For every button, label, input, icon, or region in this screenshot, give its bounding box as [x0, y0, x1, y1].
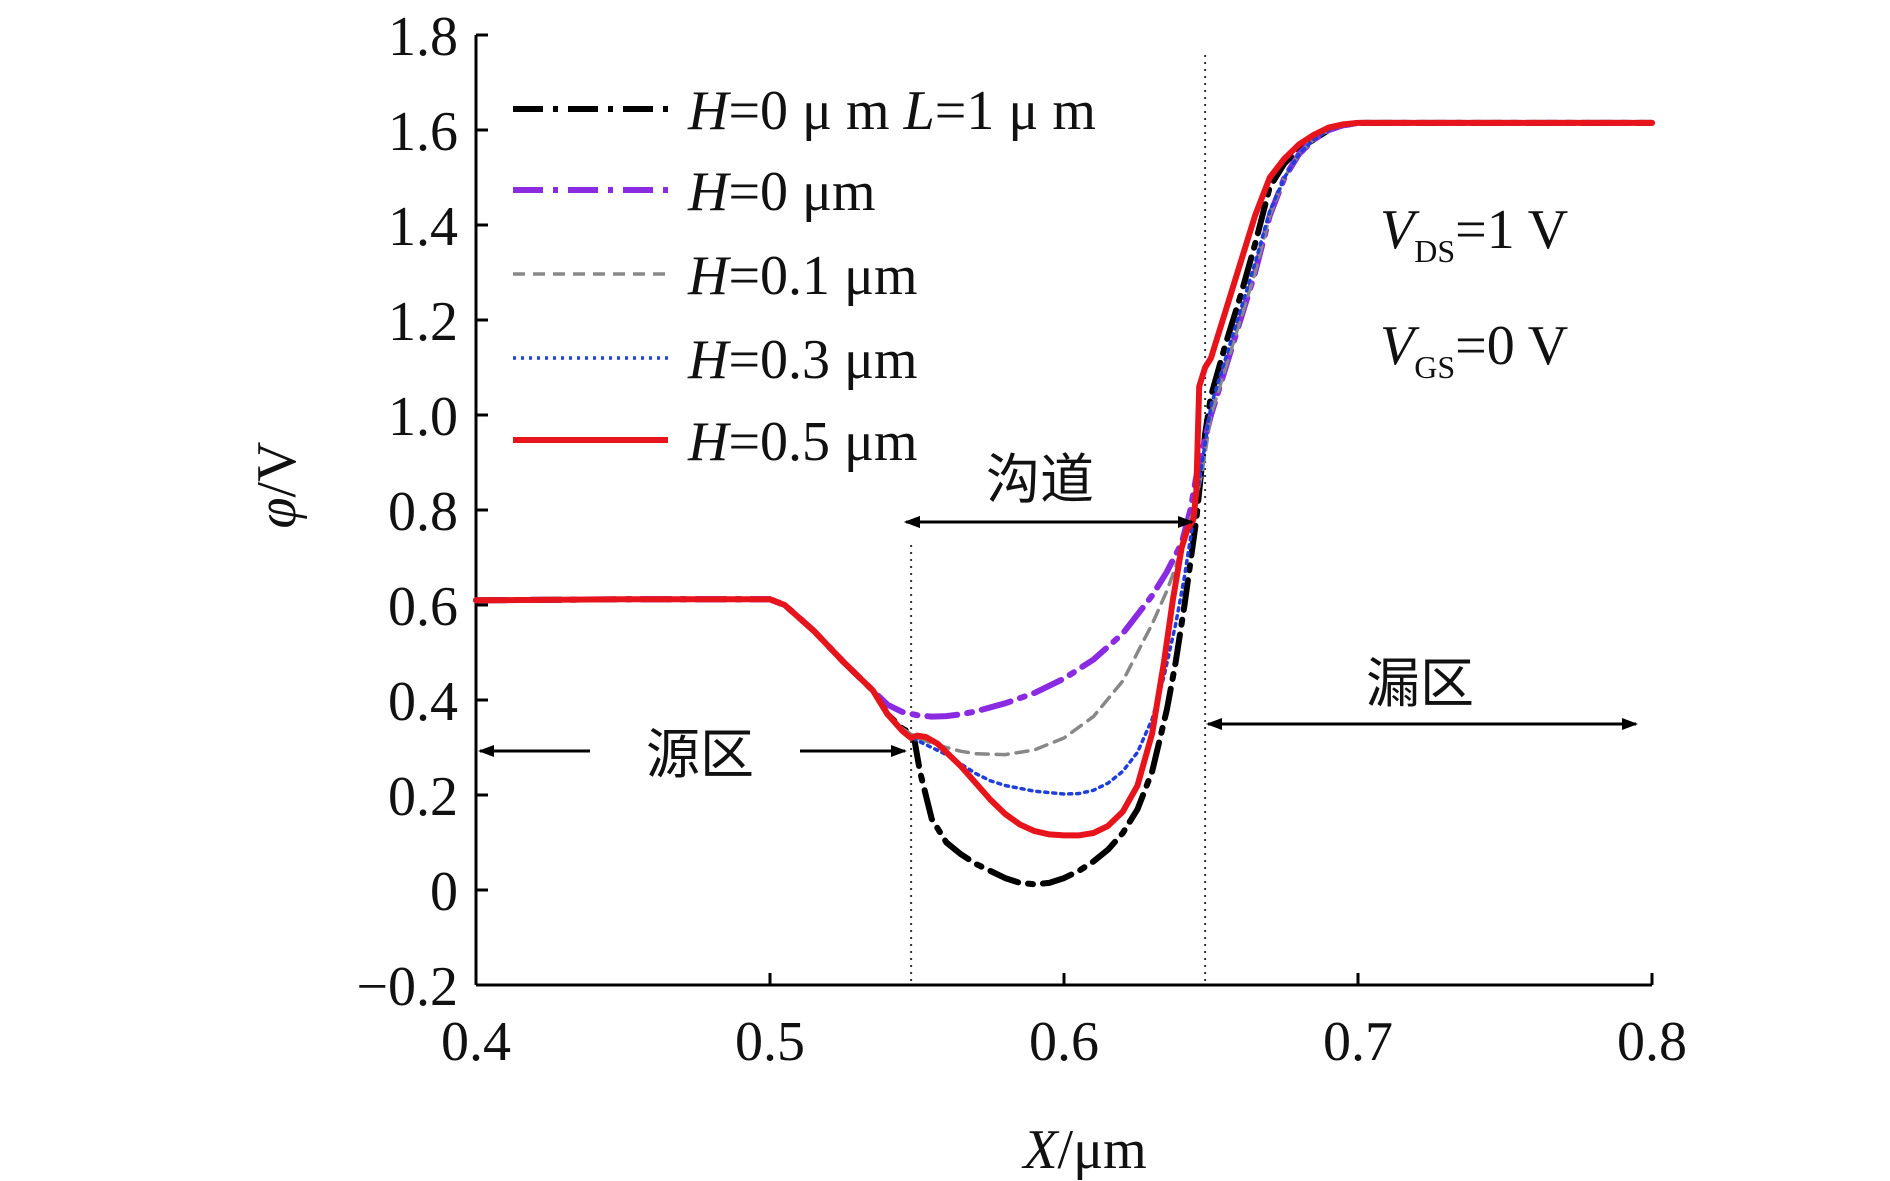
y-ticks: −0.2 0 0.2 0.4 0.6 0.8 1.0 1.2 1.4 1.6 1.8	[356, 6, 488, 1018]
y-axis-title: φ/V	[246, 442, 308, 529]
source-label: 源区	[646, 723, 754, 786]
region-boundaries	[910, 55, 1207, 985]
legend-label: H=0.3 μm	[687, 329, 918, 391]
y-tick-label: 1.8	[388, 6, 458, 68]
legend-label: H=0.5 μm	[687, 411, 918, 473]
x-tick-label: 0.4	[441, 1011, 511, 1073]
y-tick-label: 1.4	[388, 196, 458, 258]
x-tick-label: 0.6	[1029, 1011, 1099, 1073]
region-arrows	[478, 516, 1638, 757]
legend-label: H=0 μ m L=1 μ m	[687, 80, 1096, 142]
y-tick-label: 1.6	[388, 101, 458, 163]
legend-label: H=0 μm	[687, 161, 876, 223]
vds-annotation: VDS=1 V	[1380, 199, 1568, 269]
y-tick-label: 1.2	[388, 291, 458, 353]
x-tick-label: 0.8	[1617, 1011, 1687, 1073]
series-lines	[473, 119, 1655, 888]
channel-label: 沟道	[986, 448, 1094, 511]
series-line-4	[473, 119, 1655, 839]
y-tick-label: 1.0	[388, 386, 458, 448]
y-tick-label: 0	[430, 861, 458, 923]
x-tick-label: 0.7	[1323, 1011, 1393, 1073]
y-tick-label: 0.8	[388, 481, 458, 543]
legend: H=0 μ m L=1 μ m H=0 μm H=0.1 μm H=0.3 μm H=0…	[513, 80, 1096, 473]
y-tick-label: 0.2	[388, 766, 458, 828]
vgs-annotation: VGS=0 V	[1380, 315, 1568, 385]
drain-label: 漏区	[1366, 652, 1474, 715]
y-tick-label: 0.6	[388, 576, 458, 638]
x-axis-title: X/μm	[1021, 1119, 1146, 1181]
x-ticks: 0.4 0.5 0.6 0.7 0.8	[441, 973, 1687, 1073]
y-tick-label: 0.4	[388, 671, 458, 733]
x-tick-label: 0.5	[735, 1011, 805, 1073]
y-tick-label: −0.2	[356, 956, 458, 1018]
legend-label: H=0.1 μm	[687, 245, 918, 307]
